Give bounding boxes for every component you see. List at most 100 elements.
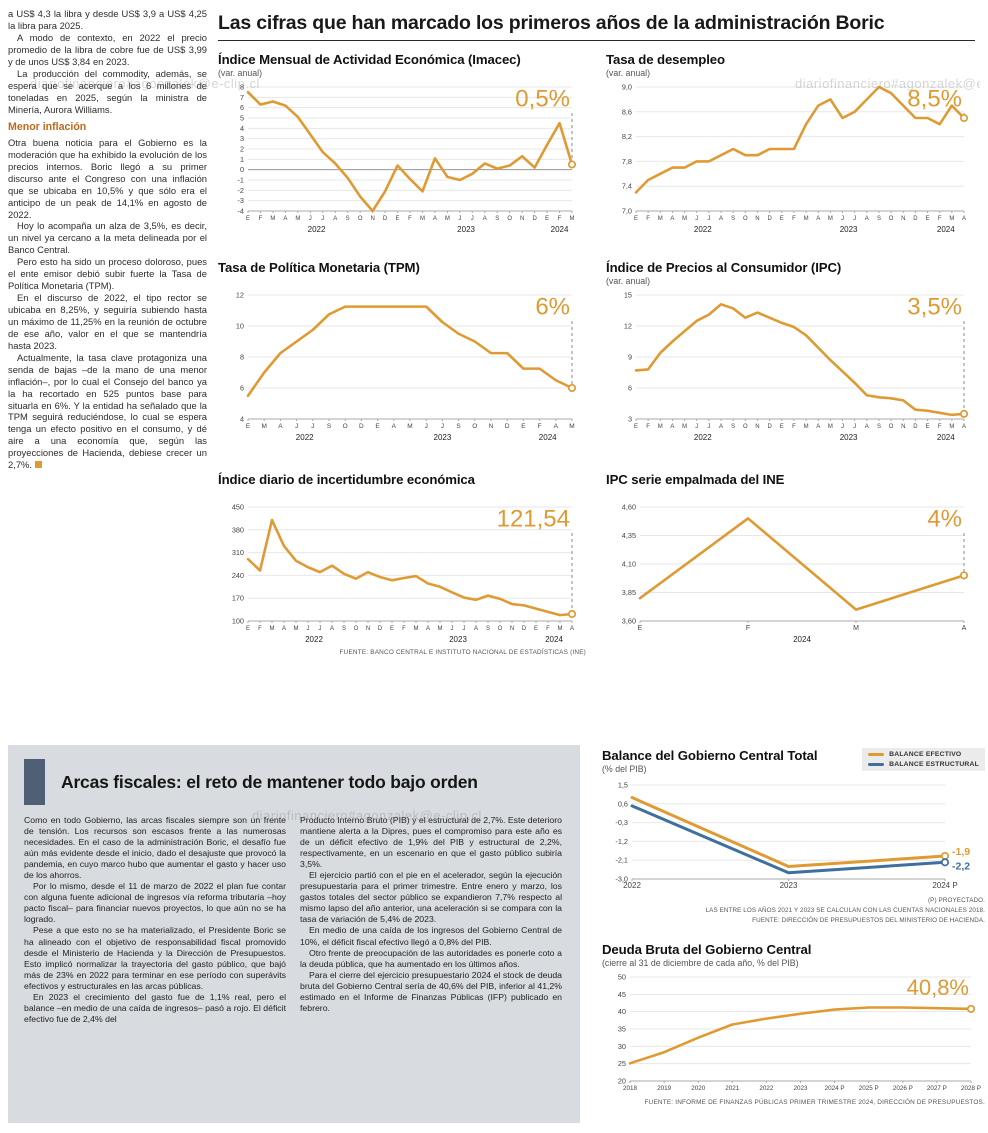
svg-text:N: N [366,626,370,632]
chart-deuda: Deuda Bruta del Gobierno Central (cierre… [602,942,985,1106]
chart-canvas-tpm: 12 10 8 6 4 E M A J J S O D E A M J J S O N D E F A M 2022 2023 2024… [218,287,586,445]
svg-text:J: J [311,423,314,430]
svg-text:8,6: 8,6 [622,107,632,116]
svg-text:M: M [949,216,954,222]
chart-canvas-balance: 1,5 0,6 -0,3 -1,2 -2,1 -3,0 2022 2023 2024 P -1,9… [602,777,985,895]
svg-text:2022: 2022 [305,635,323,644]
svg-text:7,4: 7,4 [622,182,632,191]
svg-text:O: O [743,424,748,430]
svg-text:M: M [438,626,443,632]
svg-text:2023: 2023 [434,433,452,442]
svg-text:9,0: 9,0 [622,83,632,92]
svg-text:F: F [258,626,262,632]
svg-text:2027 P: 2027 P [927,1085,947,1092]
svg-text:O: O [507,216,512,222]
svg-text:E: E [926,424,930,430]
article-paragraph: Hoy lo acompaña un alza de 3,5%, es deci… [8,220,207,256]
svg-text:J: J [321,216,324,222]
svg-text:2025 P: 2025 P [859,1085,879,1092]
svg-text:J: J [841,216,844,222]
svg-text:O: O [889,424,894,430]
svg-text:O: O [343,423,348,430]
svg-text:1,5: 1,5 [618,781,628,790]
svg-text:S: S [495,216,499,222]
svg-text:15: 15 [624,291,632,300]
svg-text:0,6: 0,6 [618,799,628,808]
svg-text:O: O [358,216,363,222]
svg-text:N: N [520,216,524,222]
svg-text:E: E [521,423,526,430]
svg-text:2018: 2018 [623,1085,638,1092]
article-paragraph: Otro frente de preocupación de las autor… [300,947,562,969]
svg-text:D: D [767,216,772,222]
svg-text:-0,3: -0,3 [615,818,628,827]
svg-text:A: A [330,626,334,632]
chart-notes: (P) PROYECTADO. LAS ENTRE LOS AÑOS 2021 … [602,896,985,926]
article-paragraph: La producción del commodity, además, se … [8,67,207,115]
svg-text:M: M [294,626,299,632]
svg-text:M: M [295,216,300,222]
svg-text:2019: 2019 [657,1085,672,1092]
chart-desempleo: Tasa de desempleo (var. anual) 9,0 8,6 8,2… [606,52,978,237]
svg-text:-4: -4 [238,207,245,216]
svg-text:7,0: 7,0 [622,207,632,216]
article-paragraph: Otra buena noticia para el Gobierno es l… [8,136,207,220]
svg-text:J: J [295,423,298,430]
svg-text:380: 380 [232,525,244,534]
svg-text:6%: 6% [535,294,570,321]
article-paragraph: Pese a que esto no se ha materializado, … [24,925,286,991]
svg-text:E: E [246,216,250,222]
svg-text:2024: 2024 [551,225,569,234]
svg-text:2023: 2023 [457,225,475,234]
svg-text:E: E [634,216,638,222]
note-line: LAS ENTRE LOS AÑOS 2021 Y 2023 SE CALCUL… [705,907,985,915]
svg-text:-3: -3 [238,196,245,205]
chart-ipc: Índice de Precios al Consumidor (IPC) (v… [606,260,978,445]
svg-text:3,5%: 3,5% [907,294,962,321]
svg-text:M: M [949,424,954,430]
svg-text:S: S [486,626,490,632]
svg-text:N: N [755,424,759,430]
svg-text:J: J [458,216,461,222]
svg-text:F: F [646,424,650,430]
svg-text:M: M [658,424,663,430]
svg-text:30: 30 [618,1042,626,1051]
svg-text:E: E [926,216,930,222]
svg-text:F: F [938,424,942,430]
fiscal-article-box: Arcas fiscales: el reto de mantener todo… [8,745,580,1123]
svg-text:240: 240 [232,571,244,580]
svg-text:-1,9: -1,9 [952,846,970,858]
article-paragraph: a US$ 4,3 la libra y desde US$ 3,9 a US$… [8,8,207,31]
svg-text:7: 7 [240,93,244,102]
svg-text:2022: 2022 [694,433,712,442]
svg-text:O: O [472,423,477,430]
legend-label: BALANCE ESTRUCTURAL [889,761,979,768]
svg-text:N: N [901,216,905,222]
note-line: (P) PROYECTADO. [927,897,985,904]
svg-text:2026 P: 2026 P [893,1085,913,1092]
svg-text:45: 45 [618,990,626,999]
chart-balance: Balance del Gobierno Central Total (% de… [602,748,985,926]
svg-text:M: M [804,216,809,222]
svg-text:M: M [414,626,419,632]
svg-text:-1,2: -1,2 [615,837,628,846]
svg-text:F: F [259,216,263,222]
svg-text:100: 100 [232,617,244,626]
svg-text:D: D [505,423,510,430]
svg-text:A: A [426,626,430,632]
svg-text:8: 8 [240,83,244,92]
chart-title: Índice de Precios al Consumidor (IPC) [606,260,842,275]
svg-text:M: M [270,216,275,222]
svg-text:2023: 2023 [793,1085,808,1092]
chart-title: IPC serie empalmada del INE [606,472,785,487]
svg-text:F: F [402,626,406,632]
chart-subtitle [218,276,586,287]
chart-canvas-deuda: 50 45 40 35 30 25 20 2018 2019 2020 2021 2022 2023 20… [602,969,985,1097]
svg-text:J: J [853,216,856,222]
svg-text:J: J [319,626,322,632]
svg-text:A: A [816,424,820,430]
chart-title: Balance del Gobierno Central Total [602,748,818,763]
chart-subtitle [218,488,586,499]
svg-text:M: M [420,216,425,222]
chart-canvas-ipc: 15 12 9 6 3 E F M A M J J A S O N D E F M A M J J A S O N D E F M A 2022 2… [606,287,978,445]
